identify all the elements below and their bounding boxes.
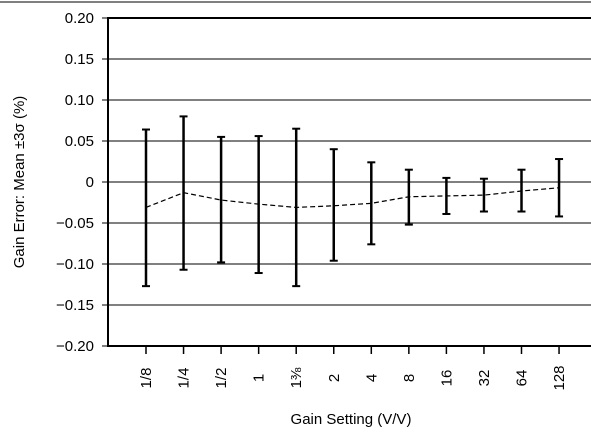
x-tick-label: 2 — [326, 374, 343, 382]
error-bars — [142, 115, 564, 288]
x-tick-label: 128 — [551, 365, 568, 390]
y-tick-label: 0.15 — [65, 51, 94, 68]
x-axis-ticks: 1/8 1/4 1/2 1 1⅜ 2 4 8 16 32 64 128 — [138, 346, 568, 391]
x-axis-title: Gain Setting (V/V) — [291, 411, 412, 428]
y-tick-label: −0.20 — [56, 338, 94, 355]
x-tick-label: 1 — [251, 374, 268, 382]
y-axis-title: Gain Error: Mean ±3σ (%) — [11, 96, 28, 269]
x-tick-label: 8 — [401, 374, 418, 382]
x-tick-label: 1/2 — [213, 368, 230, 389]
y-tick-label: 0.05 — [65, 133, 94, 150]
y-tick-label: 0.10 — [65, 92, 94, 109]
x-tick-label: 1⅜ — [288, 367, 305, 388]
x-tick-label: 16 — [438, 370, 455, 387]
x-tick-label: 1/8 — [138, 368, 155, 389]
grid-lines — [108, 17, 591, 347]
y-tick-label: 0.20 — [65, 10, 94, 27]
y-tick-label: 0 — [86, 174, 94, 191]
x-tick-label: 4 — [363, 374, 380, 382]
x-tick-label: 64 — [514, 370, 531, 387]
y-axis-ticks: 0.20 0.15 0.10 0.05 0 −0.05 −0.10 −0.15 −0.20 — [56, 10, 108, 355]
x-tick-label: 32 — [476, 370, 493, 387]
mean-line-group — [145, 187, 560, 209]
mean-line — [145, 187, 560, 209]
y-tick-label: −0.05 — [56, 215, 94, 232]
y-tick-label: −0.10 — [56, 256, 94, 273]
y-tick-label: −0.15 — [56, 297, 94, 314]
x-tick-label: 1/4 — [176, 368, 193, 389]
